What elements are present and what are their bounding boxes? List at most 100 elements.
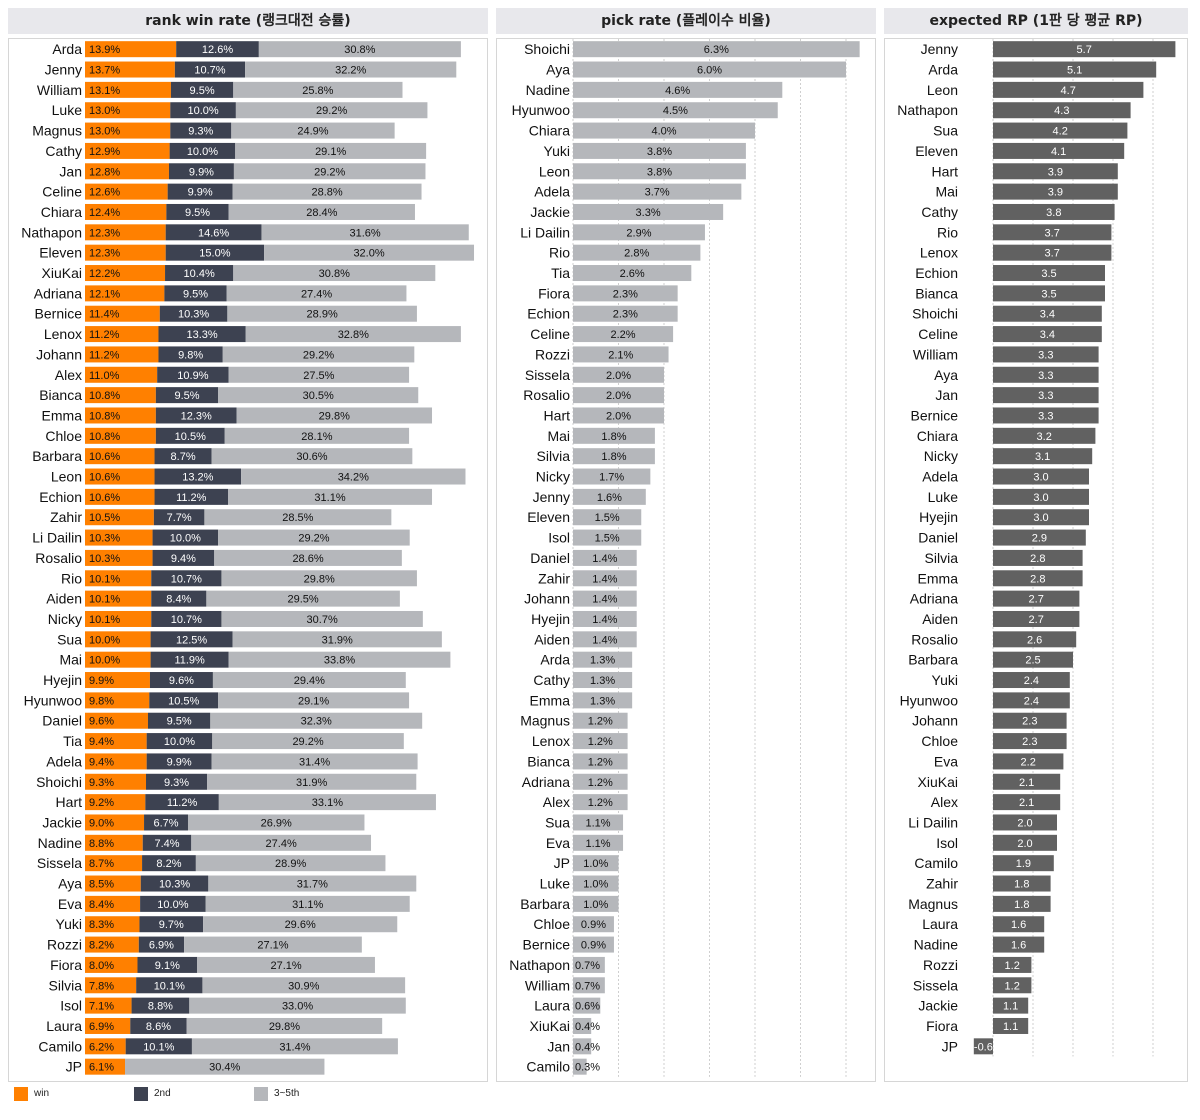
category-label-aiden: Aiden <box>922 611 958 627</box>
data-label-cathy: 1.3% <box>590 675 615 687</box>
data-label-3-5th-hart: 33.1% <box>312 797 343 809</box>
bar-li-dailin <box>993 814 1057 831</box>
category-label-jan: Jan <box>935 387 958 403</box>
bar-2nd-jackie <box>144 814 188 831</box>
bar-3-5th-johann <box>222 346 415 363</box>
data-label-2nd-william: 9.5% <box>190 85 215 97</box>
data-label-isol: 2.0 <box>1017 838 1032 850</box>
bar-3-5th-cathy <box>235 142 427 159</box>
bar-chiara <box>993 427 1096 444</box>
category-label-cathy: Cathy <box>533 672 570 688</box>
bar-emma <box>573 692 633 709</box>
category-label-rosalio: Rosalio <box>523 387 570 403</box>
category-label-arda: Arda <box>540 652 570 668</box>
data-label-3-5th-cathy: 29.1% <box>315 146 346 158</box>
data-label-fiora: 1.1 <box>1003 1021 1018 1033</box>
bar-arda <box>573 651 633 668</box>
category-label-fiora: Fiora <box>538 285 570 301</box>
data-label-2nd-aiden: 8.4% <box>166 594 191 606</box>
bar-3-5th-bernice <box>227 305 417 322</box>
category-label-daniel: Daniel <box>42 713 82 729</box>
bar-adela <box>993 468 1089 485</box>
category-label-cathy: Cathy <box>45 143 82 159</box>
data-label-nathapon: 4.3 <box>1054 105 1069 117</box>
data-label-win-luke: 13.0% <box>89 105 120 117</box>
data-label-win-celine: 12.6% <box>89 187 120 199</box>
bar-hyejin <box>993 509 1089 526</box>
category-label-adriana: Adriana <box>34 285 82 301</box>
data-label-chloe: 0.9% <box>581 919 606 931</box>
data-label-rosalio: 2.0% <box>606 390 631 402</box>
data-label-mai: 1.8% <box>601 431 626 443</box>
data-label-win-aiden: 10.1% <box>89 594 120 606</box>
bar-3-5th-zahir <box>204 509 392 526</box>
data-label-xiukai: 0.4% <box>575 1021 600 1033</box>
category-label-bernice: Bernice <box>911 407 959 423</box>
data-label-2nd-emma: 12.3% <box>181 410 212 422</box>
data-label-rozzi: 2.1% <box>608 349 633 361</box>
bar-rozzi <box>993 956 1032 973</box>
data-label-rosalio: 2.6 <box>1027 634 1042 646</box>
category-label-arda: Arda <box>52 41 82 57</box>
bar-jackie <box>993 997 1029 1014</box>
bar-3-5th-bianca <box>218 387 419 404</box>
bar-3-5th-xiukai <box>233 265 436 282</box>
category-label-nathapon: Nathapon <box>897 102 958 118</box>
bar-2nd-nadine <box>142 834 192 851</box>
category-label-yuki: Yuki <box>56 916 82 932</box>
bar-lenox <box>573 733 628 750</box>
category-label-silvia: Silvia <box>925 550 959 566</box>
data-label-2nd-echion: 11.2% <box>176 492 207 504</box>
legend-label-2nd: 2nd <box>154 1088 171 1099</box>
bar-2nd-emma <box>155 407 237 424</box>
category-label-daniel: Daniel <box>530 550 570 566</box>
bar-2nd-hyejin <box>149 672 213 689</box>
data-label-3-5th-nicky: 30.7% <box>307 614 338 626</box>
data-label-win-silvia: 7.8% <box>89 980 114 992</box>
bar-shoichi <box>573 41 860 58</box>
data-label-win-jackie: 9.0% <box>89 817 114 829</box>
data-label-laura: 0.6% <box>575 1001 600 1013</box>
data-label-win-aya: 8.5% <box>89 879 114 891</box>
bar-zahir <box>573 570 637 587</box>
data-label-3-5th-adriana: 27.4% <box>301 288 332 300</box>
bar-win-lenox <box>85 326 159 343</box>
bar-win-nicky <box>85 610 152 627</box>
bar-win-shoichi <box>85 773 147 790</box>
bar-2nd-echion <box>154 488 229 505</box>
category-label-li-dailin: Li Dailin <box>520 224 570 240</box>
bar-jp <box>973 1038 993 1055</box>
data-label-yuki: 2.4 <box>1024 675 1039 687</box>
bar-2nd-rozzi <box>138 936 185 953</box>
category-label-camilo: Camilo <box>526 1059 570 1075</box>
bar-mai <box>573 427 655 444</box>
data-label-hyejin: 3.0 <box>1033 512 1048 524</box>
legend-swatch-2nd <box>134 1087 148 1101</box>
bar-2nd-chiara <box>166 203 229 220</box>
bar-daniel <box>573 549 637 566</box>
bar-alex <box>573 794 628 811</box>
pick-rate-chart: Shoichi 6.3% Aya 6.0% Nadine 4.6% Hyunwoo 4.5% C… <box>509 39 860 1077</box>
bar-3-5th-alex <box>228 366 410 383</box>
bar-3-5th-nadine <box>191 834 372 851</box>
bar-3-5th-magnus <box>231 122 395 139</box>
category-label-aiden: Aiden <box>46 591 82 607</box>
bar-3-5th-jenny <box>245 61 457 78</box>
bar-win-xiukai <box>85 265 166 282</box>
data-label-hyunwoo: 4.5% <box>663 105 688 117</box>
data-label-jan: 0.4% <box>575 1041 600 1053</box>
bar-win-camilo <box>85 1038 126 1055</box>
category-label-fiora: Fiora <box>50 957 82 973</box>
data-label-3-5th-tia: 29.2% <box>292 736 323 748</box>
data-label-eleven: 4.1 <box>1051 146 1066 158</box>
data-label-2nd-alex: 10.9% <box>177 370 208 382</box>
data-label-3-5th-nadine: 27.4% <box>266 838 297 850</box>
data-label-hyejin: 1.4% <box>592 614 617 626</box>
expected-rp-plot-area: Jenny 5.7 Arda 5.1 Leon 4.7 Nathapon 4.3 Sua 4.2 E… <box>884 38 1194 1082</box>
data-label-luke: 1.0% <box>583 879 608 891</box>
data-label-2nd-cathy: 10.0% <box>187 146 218 158</box>
data-label-rio: 3.7 <box>1045 227 1060 239</box>
bar-win-nathapon <box>85 224 166 241</box>
category-label-hyunwoo: Hyunwoo <box>24 692 83 708</box>
bar-3-5th-nathapon <box>261 224 469 241</box>
